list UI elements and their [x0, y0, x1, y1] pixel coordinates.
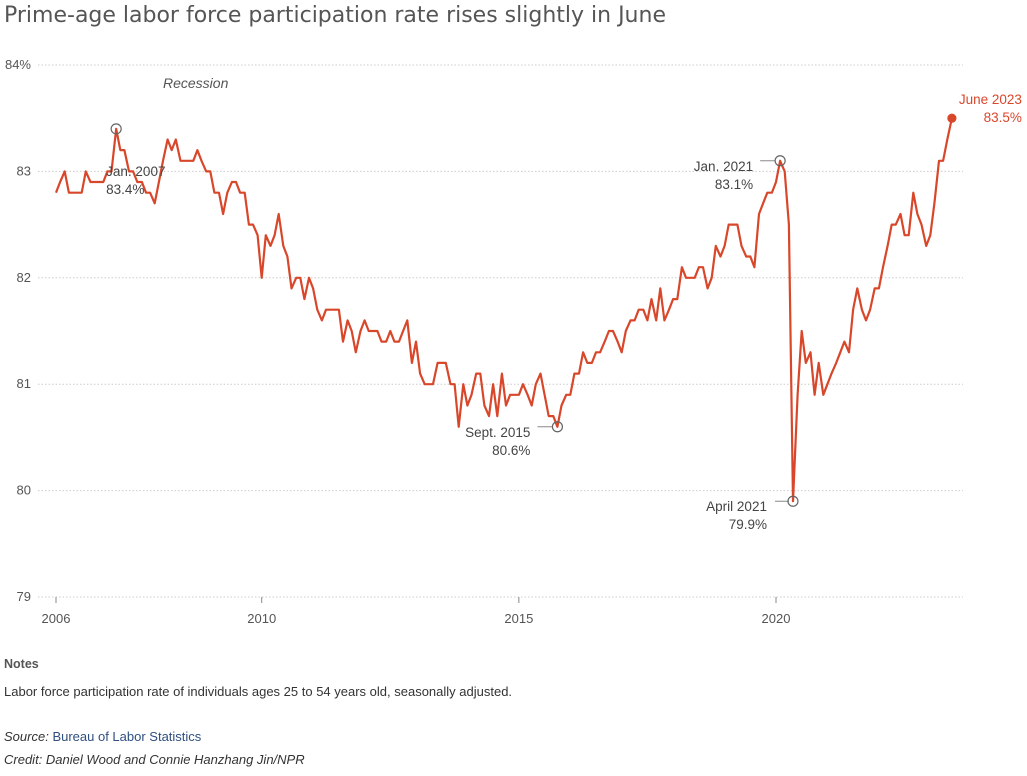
y-axis-ticks: 79 80 81 82 83 84% — [5, 57, 31, 604]
credit-line: Credit: Daniel Wood and Connie Hanzhang … — [4, 752, 305, 767]
annotation-marker — [551, 421, 564, 433]
annotation-label: April 2021 — [706, 499, 767, 514]
x-tick-label: 2006 — [42, 611, 71, 626]
y-tick-label: 83 — [17, 163, 31, 178]
x-tick-label: 2015 — [504, 611, 533, 626]
y-tick-label: 81 — [17, 376, 31, 391]
y-tick-label: 79 — [17, 589, 31, 604]
annotation-label: June 2023 — [959, 92, 1022, 107]
annotation-label: Jan. 2007 — [106, 164, 165, 179]
annotation-marker — [110, 123, 122, 135]
y-tick-label: 80 — [17, 483, 31, 498]
notes-text: Labor force participation rate of indivi… — [4, 684, 513, 699]
annotation-marker — [787, 495, 799, 507]
y-tick-label: 84% — [5, 57, 31, 72]
annotation-marker — [947, 113, 957, 123]
notes-heading: Notes — [4, 657, 39, 671]
source-link[interactable]: Bureau of Labor Statistics — [52, 729, 202, 744]
source-label: Source: — [4, 729, 49, 744]
x-tick-label: 2010 — [247, 611, 276, 626]
annotation-value: 83.5% — [984, 110, 1022, 125]
recession-label: Recession — [163, 75, 229, 91]
annotation-label: Jan. 2021 — [694, 159, 753, 174]
annotations: Jan. 2007 83.4% Sept. 2015 80.6% Jan. 2021 83… — [106, 92, 1022, 532]
x-tick-label: 2020 — [762, 611, 791, 626]
annotation-value: 80.6% — [492, 443, 530, 458]
annotation-value: 83.4% — [106, 182, 144, 197]
chart-title: Prime-age labor force participation rate… — [4, 3, 666, 28]
series-line — [54, 117, 953, 503]
source-line: Source: Bureau of Labor Statistics — [4, 729, 201, 744]
annotation-value: 83.1% — [715, 177, 753, 192]
x-axis-ticks: 2006 2010 2015 2020 — [42, 597, 791, 626]
annotation-marker — [774, 155, 786, 167]
annotation-label: Sept. 2015 — [465, 425, 530, 440]
annotation-value: 79.9% — [729, 517, 767, 532]
series-line-group — [54, 117, 953, 503]
line-chart: 79 80 81 82 83 84% 2006 2010 2015 2020 Recession… — [5, 57, 1022, 626]
y-tick-label: 82 — [17, 270, 31, 285]
